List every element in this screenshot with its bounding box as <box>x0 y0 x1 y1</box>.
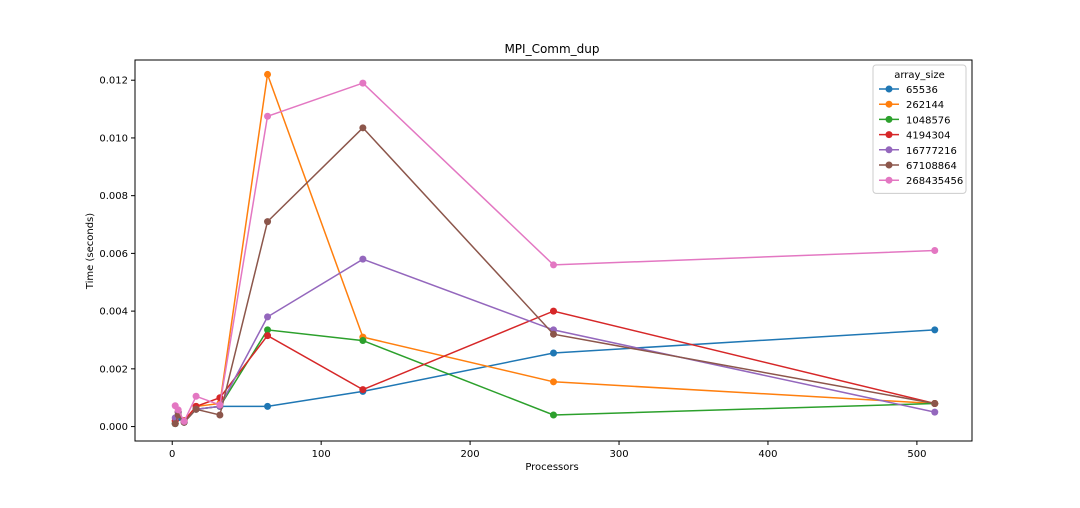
legend-swatch-marker <box>885 146 893 154</box>
series-1048576-point <box>264 326 272 334</box>
y-tick-label: 0.004 <box>99 307 128 318</box>
legend-swatch-marker <box>885 131 893 139</box>
legend-swatch-marker <box>885 176 893 184</box>
series-67108864-point <box>550 330 557 338</box>
plot-frame <box>134 59 973 442</box>
series-67108864-point <box>216 411 224 419</box>
series-16777216 <box>171 255 939 426</box>
series-67108864 <box>171 124 939 428</box>
legend-box <box>872 64 967 194</box>
series-268435456-point <box>264 112 272 120</box>
series-4194304-point <box>264 332 272 340</box>
series-67108864-point <box>264 218 272 226</box>
series-67108864-point <box>359 124 367 132</box>
y-tick-label: 0.008 <box>99 191 128 202</box>
series-262144-point <box>550 378 557 386</box>
y-tick-label: 0.002 <box>99 364 128 375</box>
legend-swatch-marker <box>885 85 893 93</box>
series-65536-point <box>264 402 272 410</box>
y-tick-label: 0.006 <box>99 249 128 260</box>
series-268435456-point <box>192 392 200 400</box>
series-268435456-point <box>174 406 182 414</box>
x-tick-label: 500 <box>907 449 926 460</box>
series-268435456-point <box>550 261 557 269</box>
series-4194304-point <box>359 386 367 394</box>
legend-swatch-marker <box>885 161 893 169</box>
legend: array_size 65536 262144 1048576 4194304 16777… <box>872 64 967 194</box>
series-16777216-point <box>359 255 367 263</box>
series-262144-line <box>174 74 935 423</box>
legend-entry-label: 1048576 <box>906 115 951 126</box>
x-tick-label: 200 <box>461 449 480 460</box>
series-67108864-point <box>931 399 939 407</box>
series-65536-line <box>174 329 935 425</box>
x-tick-label: 100 <box>312 449 331 460</box>
series-4194304-point <box>216 394 224 402</box>
series-16777216-point <box>264 313 272 321</box>
series-67108864-point <box>171 420 179 428</box>
series-268435456-point <box>931 247 939 254</box>
legend-swatch-marker <box>885 100 893 108</box>
series-16777216-point <box>931 408 939 416</box>
y-tick-label: 0.010 <box>99 133 128 144</box>
series-67108864-point <box>192 405 200 413</box>
legend-entry-label: 268435456 <box>906 176 963 187</box>
chart-title: MPI_Comm_dup <box>504 42 599 56</box>
series-4194304-point <box>550 307 557 315</box>
legend-entry-label: 4194304 <box>906 131 951 142</box>
y-tick-label: 0.000 <box>99 422 128 433</box>
x-axis-label: Processors <box>525 462 578 473</box>
series-1048576-point <box>359 337 367 345</box>
series-262144 <box>171 70 939 425</box>
series-268435456-point <box>216 401 224 409</box>
x-tick-label: 400 <box>758 449 777 460</box>
series-65536-point <box>931 326 939 334</box>
legend-entry-label: 16777216 <box>906 146 957 157</box>
y-axis-label: Time (seconds) <box>85 213 96 290</box>
series-1048576-line <box>174 329 935 424</box>
y-tick-label: 0.012 <box>99 76 128 87</box>
series-1048576-point <box>550 411 557 419</box>
series-262144-point <box>264 70 272 78</box>
legend-title: array_size <box>894 70 945 81</box>
legend-swatch-marker <box>885 115 893 123</box>
series-268435456 <box>171 79 939 425</box>
series-268435456-point <box>180 417 188 425</box>
legend-entry-label: 65536 <box>906 85 938 96</box>
legend-entry-label: 67108864 <box>906 161 957 172</box>
series-268435456-point <box>359 79 367 87</box>
series-65536-point <box>550 349 557 357</box>
x-tick-label: 300 <box>609 449 628 460</box>
legend-entry-label: 262144 <box>906 100 944 111</box>
x-tick-label: 0 <box>169 449 175 460</box>
